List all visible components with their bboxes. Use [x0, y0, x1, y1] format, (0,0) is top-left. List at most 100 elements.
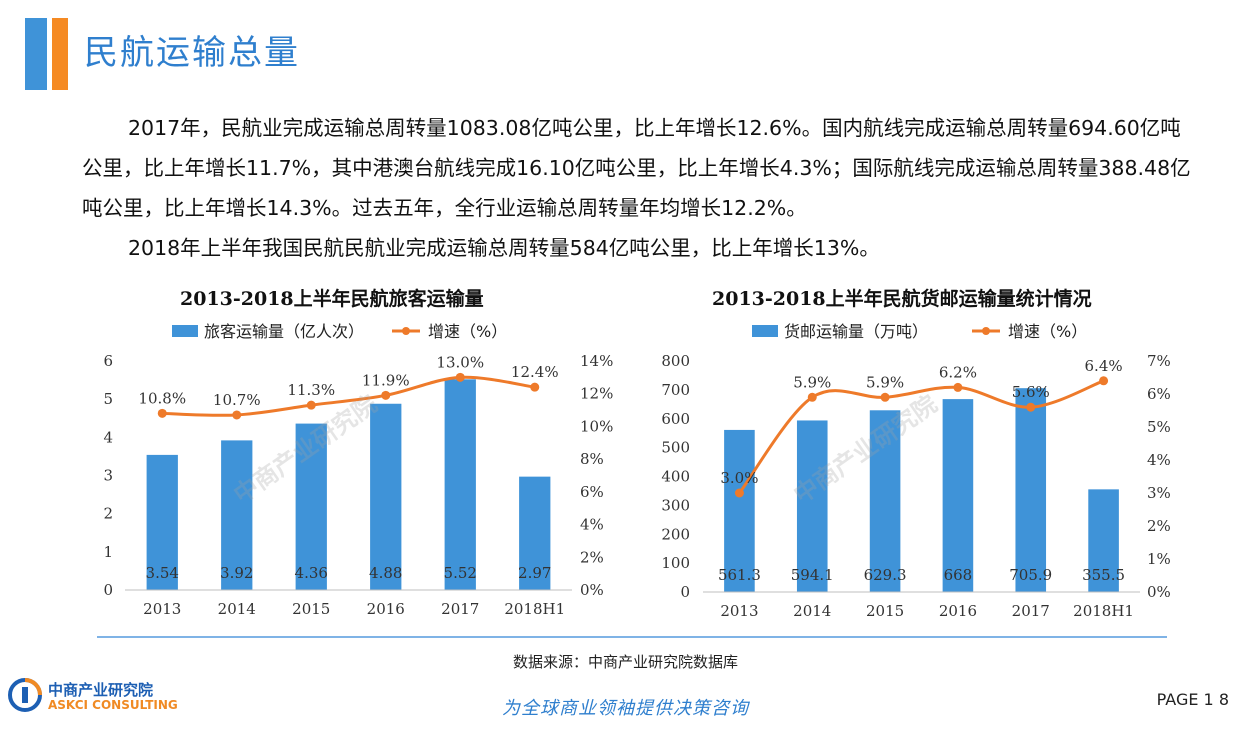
- chart2-x-tick: 2015: [866, 602, 904, 620]
- title-accent-blue-bar: [25, 18, 47, 90]
- chart1-legend-bar-label: 旅客运输量（亿人次）: [204, 322, 364, 341]
- chart1-bar: [295, 423, 327, 590]
- chart1-y-right-tick: 2%: [580, 548, 604, 566]
- chart2-y-right-tick: 2%: [1147, 517, 1171, 535]
- chart2-y-left-tick: 600: [661, 410, 690, 428]
- chart2-bar-value-label: 629.3: [864, 566, 907, 584]
- chart1-y-right-tick: 12%: [580, 385, 613, 403]
- chart2-growth-point: [734, 488, 744, 498]
- paragraph-2: 2018年上半年我国民航民航业完成运输总周转量584亿吨公里，比上年增长13%。: [128, 236, 880, 260]
- chart1-x-tick: 2015: [292, 600, 330, 618]
- chart2-bar: [942, 399, 974, 592]
- page-title: 民航运输总量: [84, 33, 300, 73]
- chart1-bar: [146, 454, 178, 590]
- chart1-y-left-tick: 1: [103, 543, 113, 561]
- chart1-x-tick: 2016: [367, 600, 405, 618]
- chart1-y-right-tick: 6%: [580, 483, 604, 501]
- chart2-bar-value-label: 594.1: [791, 566, 834, 584]
- chart1-x-tick: 2017: [441, 600, 479, 618]
- chart1-growth-value-label: 11.9%: [362, 371, 410, 389]
- chart2-y-left-tick: 200: [661, 525, 690, 543]
- chart2-x-tick: 2018H1: [1073, 602, 1134, 620]
- chart1-growth-value-label: 11.3%: [287, 381, 335, 399]
- data-source: 数据来源：中商产业研究院数据库: [512, 653, 738, 671]
- chart2-growth-point: [1099, 376, 1109, 386]
- chart2-y-left-tick: 700: [661, 381, 690, 399]
- chart2-growth-point: [880, 392, 890, 402]
- chart1-title: 2013-2018上半年民航旅客运输量: [180, 288, 484, 310]
- chart2-y-right-tick: 5%: [1147, 418, 1171, 436]
- title-accent-orange-bar: [52, 18, 68, 90]
- chart2-growth-value-label: 5.9%: [793, 373, 831, 391]
- chart1-y-left-tick: 5: [103, 390, 113, 408]
- chart2-bar-value-label: 355.5: [1082, 566, 1125, 584]
- chart1-y-left-tick: 4: [103, 428, 113, 446]
- paragraph-1: 2017年，民航业完成运输总周转量1083.08亿吨公里，比上年增长12.6%。…: [82, 116, 1191, 220]
- chart1-bar-value-label: 4.88: [369, 564, 402, 582]
- chart1-bar: [370, 403, 402, 590]
- chart1-legend-bar-swatch: [172, 325, 198, 337]
- chart2-x-tick: 2017: [1012, 602, 1050, 620]
- chart1-growth-point: [157, 408, 167, 418]
- chart2-growth-value-label: 5.9%: [866, 373, 904, 391]
- chart1-growth-point: [232, 410, 242, 420]
- chart1-growth-point: [455, 372, 465, 382]
- chart1-x-tick: 2013: [143, 600, 181, 618]
- chart1-legend-line-marker: [402, 327, 410, 335]
- chart1-growth-value-label: 12.4%: [511, 363, 559, 381]
- chart1-bar: [519, 476, 551, 590]
- chart2-title: 2013-2018上半年民航货邮运输量统计情况: [712, 288, 1092, 310]
- chart2-y-right-tick: 1%: [1147, 550, 1171, 568]
- chart2-y-right-tick: 3%: [1147, 484, 1171, 502]
- chart2-y-right-tick: 0%: [1147, 583, 1171, 601]
- chart2-y-right-tick: 6%: [1147, 385, 1171, 403]
- chart2-bar-value-label: 668: [944, 566, 973, 584]
- footer-divider: [97, 636, 1167, 638]
- chart2-y-left-tick: 100: [661, 554, 690, 572]
- chart2-bar: [1015, 388, 1047, 592]
- chart2-legend-bar-label: 货邮运输量（万吨）: [784, 322, 928, 341]
- chart1-y-left-tick: 3: [103, 467, 113, 485]
- chart2-legend-line-marker: [982, 327, 990, 335]
- chart2-growth-point: [953, 382, 963, 392]
- chart2-growth-value-label: 3.0%: [720, 469, 758, 487]
- chart2-growth-value-label: 6.4%: [1085, 357, 1123, 375]
- slogan: 为全球商业领袖提供决策咨询: [502, 698, 749, 719]
- chart1-growth-value-label: 10.8%: [138, 389, 186, 407]
- chart2-y-left-tick: 300: [661, 496, 690, 514]
- chart2-bar-value-label: 705.9: [1009, 566, 1052, 584]
- chart1-y-right-tick: 14%: [580, 352, 613, 370]
- chart1-x-tick: 2014: [218, 600, 256, 618]
- chart2-y-right-tick: 4%: [1147, 451, 1171, 469]
- chart2-x-tick: 2013: [720, 602, 758, 620]
- chart1-y-left-tick: 2: [103, 505, 113, 523]
- chart1-bar-value-label: 5.52: [444, 564, 477, 582]
- chart2-y-right-tick: 7%: [1147, 352, 1171, 370]
- chart2-y-left-tick: 0: [680, 583, 690, 601]
- chart1-x-tick: 2018H1: [504, 600, 565, 618]
- chart1-growth-value-label: 10.7%: [213, 391, 261, 409]
- logo-icon: [8, 678, 42, 712]
- chart2-bar: [724, 429, 755, 592]
- chart2-x-tick: 2016: [939, 602, 977, 620]
- page-number: PAGE 1 8: [1156, 690, 1229, 709]
- body-text: 2017年，民航业完成运输总周转量1083.08亿吨公里，比上年增长12.6%。…: [82, 108, 1192, 268]
- chart2-y-left-tick: 500: [661, 439, 690, 457]
- chart1-y-right-tick: 4%: [580, 516, 604, 534]
- chart1-y-right-tick: 10%: [580, 417, 613, 435]
- chart1-y-left-tick: 6: [103, 352, 113, 370]
- chart1-growth-value-label: 13.0%: [436, 353, 484, 371]
- chart1-y-right-tick: 8%: [580, 450, 604, 468]
- chart1-bar: [444, 379, 476, 590]
- chart2-growth-point: [1026, 402, 1036, 412]
- chart2-bar: [1088, 489, 1119, 592]
- chart1-y-right-tick: 0%: [580, 581, 604, 599]
- chart2-growth-value-label: 5.6%: [1012, 383, 1050, 401]
- chart2-growth-value-label: 6.2%: [939, 363, 977, 381]
- chart1-growth-point: [381, 390, 391, 400]
- chart2-bar-value-label: 561.3: [718, 566, 761, 584]
- logo-name-cn: 中商产业研究院: [48, 681, 154, 699]
- chart1-bar-value-label: 2.97: [518, 564, 551, 582]
- logo-name-en: ASKCI CONSULTING: [48, 698, 178, 712]
